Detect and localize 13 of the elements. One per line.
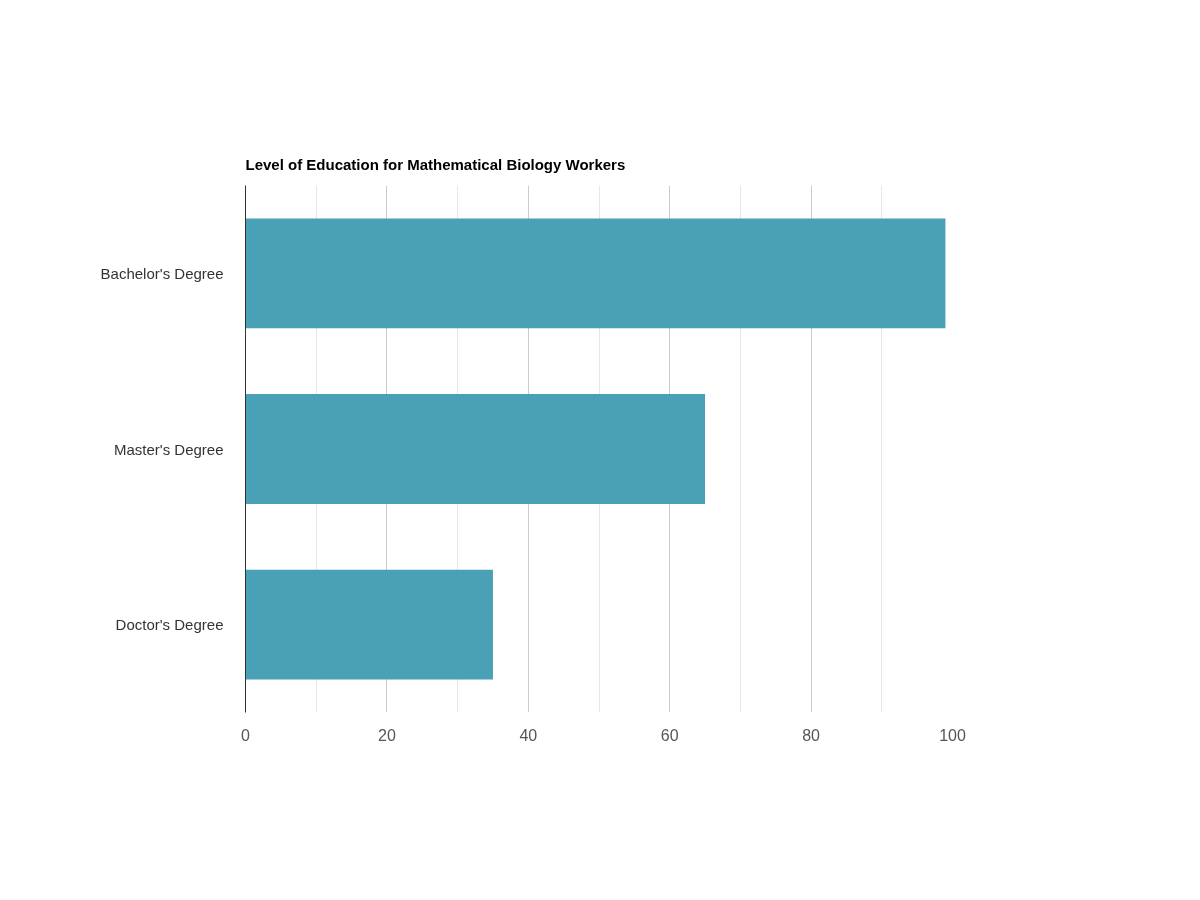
y-tick-label: Bachelor's Degree <box>100 264 224 282</box>
x-tick-label: 60 <box>660 726 679 744</box>
x-tick-label: 40 <box>519 726 538 744</box>
bar <box>245 569 493 680</box>
y-tick-label: Doctor's Degree <box>115 616 224 634</box>
bar <box>245 218 946 329</box>
y-tick-label: Master's Degree <box>113 440 224 458</box>
bar <box>245 394 706 504</box>
x-tick-label: 0 <box>241 726 251 744</box>
x-tick-label: 20 <box>378 726 396 744</box>
chart-title: Level of Education for Mathematical Biology Workers <box>245 155 626 173</box>
x-tick-label: 100 <box>939 726 966 744</box>
x-tick-label: 80 <box>802 726 821 744</box>
